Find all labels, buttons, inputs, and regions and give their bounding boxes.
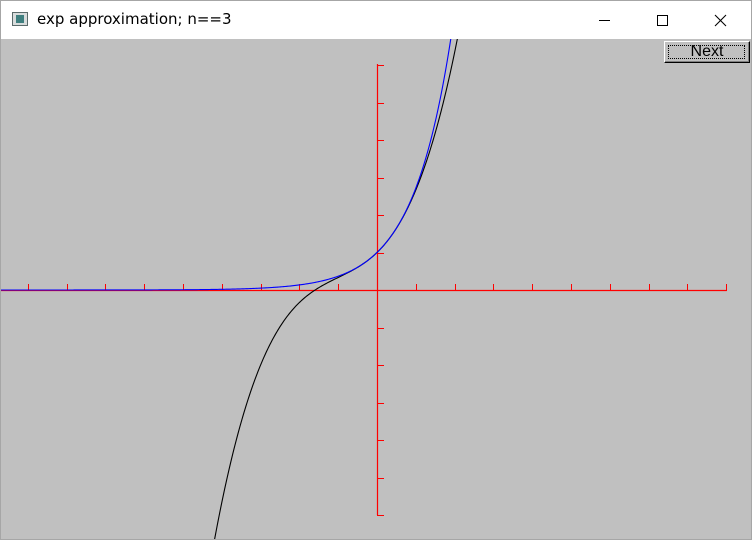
next-button[interactable]: Next [664,41,750,63]
next-button-label: Next [690,43,724,60]
focus-rect [668,45,745,59]
title-bar[interactable]: exp approximation; n==3 [1,1,751,39]
maximize-button[interactable] [633,1,691,39]
plot-area: Next [1,39,751,539]
maximize-icon [657,15,668,26]
app-icon [12,12,28,26]
close-icon [714,14,727,27]
close-button[interactable] [691,1,749,39]
minimize-icon [599,20,610,21]
approximation-curve [214,39,458,539]
exp-curve [1,39,452,291]
function-plot [1,39,727,539]
window-title: exp approximation; n==3 [37,10,232,28]
minimize-button[interactable] [575,1,633,39]
